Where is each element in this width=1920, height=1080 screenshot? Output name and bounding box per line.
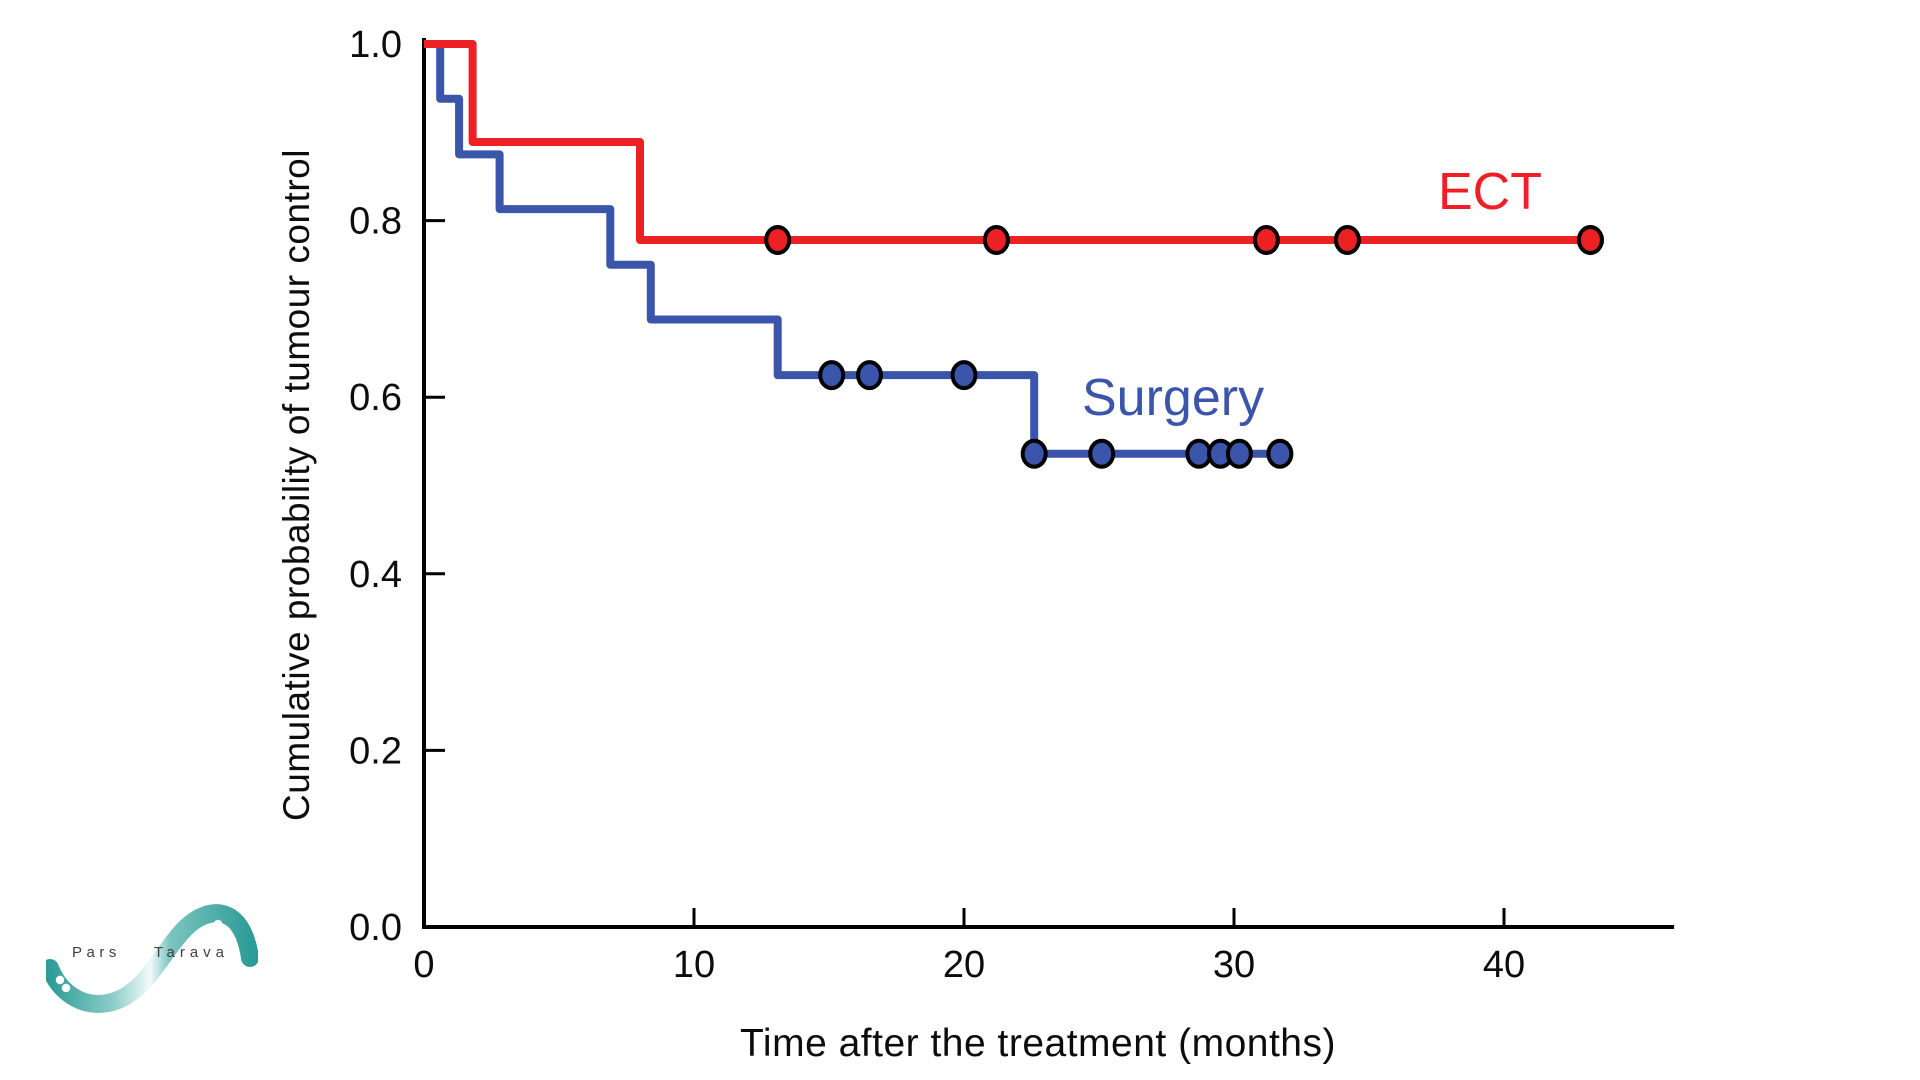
- ect-series-label: ECT: [1438, 163, 1542, 221]
- surgery-censor-mark: [1266, 438, 1294, 469]
- logo-dot: [220, 927, 230, 937]
- x-tick-label: 10: [673, 944, 715, 986]
- logo-text-tarava: Tarava: [154, 944, 229, 961]
- x-tick-label: 20: [943, 944, 985, 986]
- surgery-censor-mark: [1185, 438, 1213, 469]
- surgery-censor-mark: [818, 360, 846, 391]
- surgery-curve: [424, 40, 1288, 458]
- surgery-censor-mark: [1020, 438, 1048, 469]
- y-tick-label: 0.6: [349, 377, 402, 419]
- axes: 0 10 20 30 40 0.0 0.2 0.4 0.6 0.8 1.0: [349, 24, 1675, 986]
- ect-censor-mark: [1576, 225, 1604, 256]
- ect-curve: [424, 40, 1604, 245]
- x-tick-label: 40: [1483, 944, 1525, 986]
- y-axis-title: Cumulative probability of tumour control: [276, 149, 317, 821]
- x-tick-label: 30: [1213, 944, 1255, 986]
- pars-tarava-logo: Pars Tarava: [46, 904, 258, 1013]
- ect-censor-mark: [982, 225, 1010, 256]
- surgery-censor-mark: [856, 360, 883, 391]
- logo-text-pars: Pars: [72, 944, 121, 961]
- surgery-censor-mark: [1225, 438, 1253, 469]
- censor-marks: [764, 225, 1604, 469]
- ect-censor-mark: [764, 225, 792, 256]
- logo-dot: [61, 983, 71, 993]
- surgery-series-label: Surgery: [1082, 369, 1265, 427]
- ect-censor-mark: [1252, 225, 1280, 256]
- surgery-censor-mark: [950, 360, 978, 391]
- ect-censor-mark: [1333, 225, 1361, 256]
- y-tick-label: 0.8: [349, 201, 402, 243]
- logo-dot: [227, 935, 237, 945]
- y-tick-label: 0.2: [349, 730, 402, 772]
- y-tick-label: 1.0: [349, 24, 402, 66]
- logo-swoosh: [46, 904, 258, 1013]
- survival-curves: [424, 40, 1604, 458]
- y-tick-label: 0.0: [349, 907, 402, 949]
- logo-dot: [213, 919, 223, 929]
- x-axis-title: Time after the treatment (months): [740, 1022, 1336, 1065]
- surgery-censor-mark: [1088, 438, 1116, 469]
- x-tick-label: 0: [413, 944, 434, 986]
- logo-dot: [55, 975, 65, 985]
- y-tick-label: 0.4: [349, 554, 402, 596]
